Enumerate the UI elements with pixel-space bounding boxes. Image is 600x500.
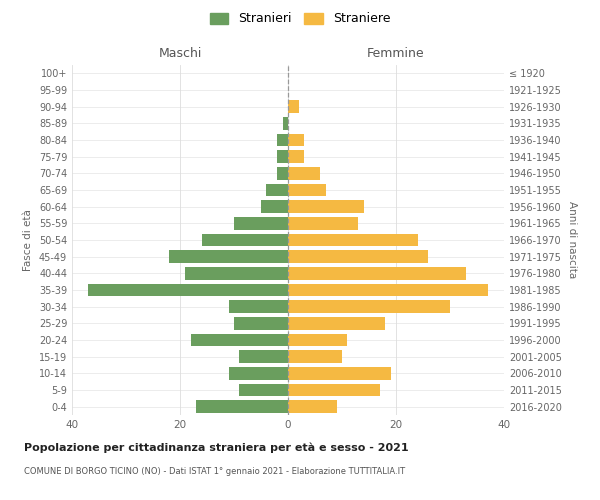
Y-axis label: Fasce di età: Fasce di età [23, 209, 33, 271]
Bar [283, 117, 288, 130]
Bar [288, 250, 428, 263]
Bar [288, 317, 385, 330]
Bar [277, 134, 288, 146]
Bar [229, 367, 288, 380]
Bar [288, 350, 342, 363]
Bar [288, 234, 418, 246]
Legend: Stranieri, Straniere: Stranieri, Straniere [206, 8, 394, 29]
Bar [169, 250, 288, 263]
Bar [191, 334, 288, 346]
Bar [288, 167, 320, 179]
Bar [196, 400, 288, 413]
Bar [239, 350, 288, 363]
Bar [288, 334, 347, 346]
Bar [288, 384, 380, 396]
Text: Femmine: Femmine [367, 47, 425, 60]
Bar [288, 100, 299, 113]
Bar [288, 134, 304, 146]
Bar [277, 167, 288, 179]
Bar [277, 150, 288, 163]
Bar [202, 234, 288, 246]
Bar [185, 267, 288, 280]
Bar [288, 367, 391, 380]
Bar [288, 150, 304, 163]
Bar [234, 317, 288, 330]
Bar [239, 384, 288, 396]
Bar [288, 300, 450, 313]
Bar [234, 217, 288, 230]
Bar [288, 400, 337, 413]
Text: Maschi: Maschi [158, 47, 202, 60]
Bar [288, 267, 466, 280]
Bar [266, 184, 288, 196]
Y-axis label: Anni di nascita: Anni di nascita [567, 202, 577, 278]
Bar [288, 217, 358, 230]
Text: Popolazione per cittadinanza straniera per età e sesso - 2021: Popolazione per cittadinanza straniera p… [24, 442, 409, 453]
Bar [288, 184, 326, 196]
Bar [261, 200, 288, 213]
Bar [288, 284, 488, 296]
Bar [229, 300, 288, 313]
Bar [288, 200, 364, 213]
Text: COMUNE DI BORGO TICINO (NO) - Dati ISTAT 1° gennaio 2021 - Elaborazione TUTTITAL: COMUNE DI BORGO TICINO (NO) - Dati ISTAT… [24, 468, 405, 476]
Bar [88, 284, 288, 296]
